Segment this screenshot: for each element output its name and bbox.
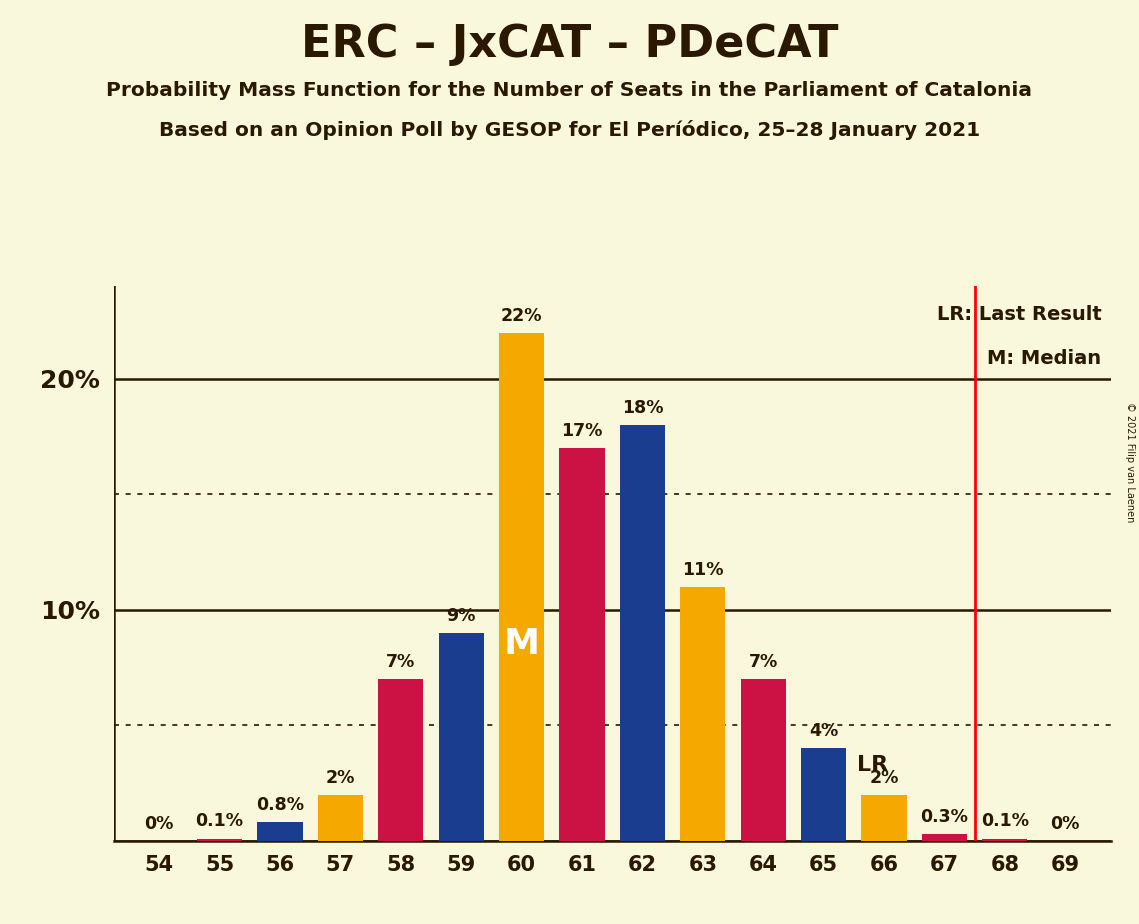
Text: 18%: 18%: [622, 399, 663, 417]
Bar: [801, 748, 846, 841]
Text: 0%: 0%: [1050, 815, 1080, 833]
Bar: [378, 679, 424, 841]
Text: 0.1%: 0.1%: [196, 812, 244, 831]
Bar: [620, 425, 665, 841]
Bar: [559, 448, 605, 841]
Text: LR: LR: [857, 755, 888, 774]
Bar: [861, 795, 907, 841]
Text: 2%: 2%: [869, 769, 899, 786]
Text: 0%: 0%: [145, 815, 174, 833]
Text: 4%: 4%: [809, 723, 838, 740]
Text: 7%: 7%: [386, 653, 416, 671]
Text: 17%: 17%: [562, 422, 603, 440]
Bar: [318, 795, 363, 841]
Text: 7%: 7%: [748, 653, 778, 671]
Bar: [740, 679, 786, 841]
Text: Based on an Opinion Poll by GESOP for El Períódico, 25–28 January 2021: Based on an Opinion Poll by GESOP for El…: [159, 120, 980, 140]
Text: 9%: 9%: [446, 607, 476, 625]
Text: © 2021 Filip van Laenen: © 2021 Filip van Laenen: [1125, 402, 1134, 522]
Text: LR: Last Result: LR: Last Result: [936, 305, 1101, 324]
Bar: [921, 833, 967, 841]
Text: 2%: 2%: [326, 769, 355, 786]
Text: 22%: 22%: [501, 307, 542, 324]
Text: M: M: [503, 627, 540, 662]
Bar: [680, 587, 726, 841]
Bar: [257, 822, 303, 841]
Text: 0.8%: 0.8%: [256, 796, 304, 814]
Text: M: Median: M: Median: [988, 349, 1101, 368]
Bar: [197, 839, 243, 841]
Text: Probability Mass Function for the Number of Seats in the Parliament of Catalonia: Probability Mass Function for the Number…: [107, 81, 1032, 101]
Bar: [982, 839, 1027, 841]
Bar: [439, 633, 484, 841]
Text: 0.3%: 0.3%: [920, 808, 968, 826]
Text: 11%: 11%: [682, 561, 723, 578]
Bar: [499, 333, 544, 841]
Text: 0.1%: 0.1%: [981, 812, 1029, 831]
Text: ERC – JxCAT – PDeCAT: ERC – JxCAT – PDeCAT: [301, 23, 838, 67]
